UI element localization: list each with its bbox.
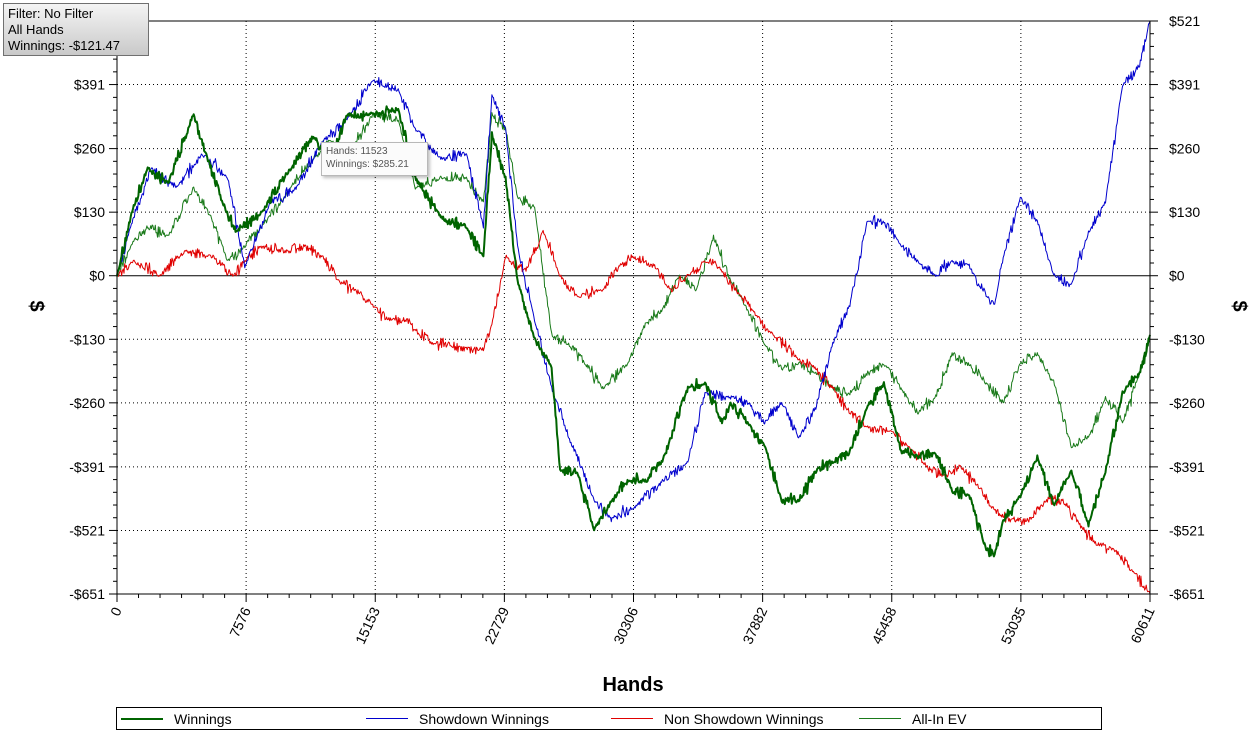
y-axis-title-right: $	[1228, 300, 1250, 311]
y-tick-label-right: -$391	[1169, 459, 1205, 475]
y-tick-label-right: $391	[1169, 77, 1200, 93]
legend-swatch	[366, 718, 408, 719]
legend-label: All-In EV	[912, 711, 967, 727]
hands-filter-label: All Hands	[8, 22, 64, 37]
x-tick-label: 30306	[610, 604, 641, 646]
x-tick-label: 37882	[739, 604, 770, 646]
y-tick-label-right: $0	[1169, 268, 1185, 284]
y-tick-label-left: -$391	[69, 459, 105, 475]
plot-frame	[116, 20, 1151, 595]
y-tick-label-left: $391	[74, 77, 105, 93]
filter-info-box: Filter: No Filter All Hands Winnings: -$…	[3, 3, 149, 56]
y-tick-label-right: -$651	[1169, 586, 1205, 602]
y-tick-label-right: -$260	[1169, 395, 1205, 411]
x-axis-labels: 0 7576 15153 22729 30306 37882 45458 53035 60611	[107, 604, 1158, 646]
y-tick-label-right: -$521	[1169, 522, 1205, 538]
legend-label: Non Showdown Winnings	[664, 711, 824, 727]
minor-ticks	[109, 20, 1158, 602]
hover-tooltip: Hands: 11523 Winnings: $285.21	[321, 142, 428, 176]
x-tick-label: 53035	[998, 604, 1029, 646]
x-tick-label: 22729	[481, 604, 512, 646]
x-tick-label: 45458	[869, 604, 900, 646]
y-axis-left-labels: $521$391$260$130$0-$130-$260-$391-$521-$…	[69, 13, 105, 602]
series-line-winnings	[116, 105, 1151, 558]
grid	[117, 21, 1150, 594]
series-line-showdown-winnings	[117, 20, 1151, 523]
series-line-non-showdown-winnings	[116, 229, 1151, 595]
legend-swatch	[859, 718, 901, 719]
y-tick-label-left: -$521	[69, 522, 105, 538]
y-tick-label-left: -$260	[69, 395, 105, 411]
legend-label: Winnings	[174, 711, 232, 727]
x-tick-label: 60611	[1127, 604, 1158, 645]
y-tick-label-right: $260	[1169, 141, 1200, 157]
y-tick-label-left: -$130	[69, 331, 105, 347]
y-tick-label-left: -$651	[69, 586, 105, 602]
legend-swatch	[121, 718, 163, 720]
filter-label: Filter: No Filter	[8, 6, 94, 21]
x-axis-title: Hands	[602, 674, 663, 696]
y-tick-label-left: $260	[74, 141, 105, 157]
chart-legend: Winnings Showdown Winnings Non Showdown …	[116, 707, 1102, 730]
total-winnings-label: Winnings: -$121.47	[8, 38, 121, 53]
x-tick-label: 15153	[352, 604, 383, 646]
y-axis-title-left: $	[25, 300, 47, 311]
legend-label: Showdown Winnings	[419, 711, 549, 727]
y-tick-label-right: $521	[1169, 13, 1200, 29]
tooltip-winnings: Winnings: $285.21	[326, 159, 409, 170]
y-tick-label-right: -$130	[1169, 331, 1205, 347]
y-axis-right-labels: $521 $391 $260 $130 $0 -$130 -$260 -$391 -$521 -$…	[1169, 13, 1205, 602]
series-lines	[116, 20, 1151, 595]
y-tick-label-right: $130	[1169, 204, 1200, 220]
legend-swatch	[611, 718, 653, 719]
y-tick-label-left: $130	[74, 204, 105, 220]
x-tick-label: 0	[107, 604, 125, 618]
tooltip-hands: Hands: 11523	[326, 146, 388, 157]
y-tick-label-left: $0	[89, 268, 105, 284]
x-tick-label: 7576	[226, 604, 254, 639]
